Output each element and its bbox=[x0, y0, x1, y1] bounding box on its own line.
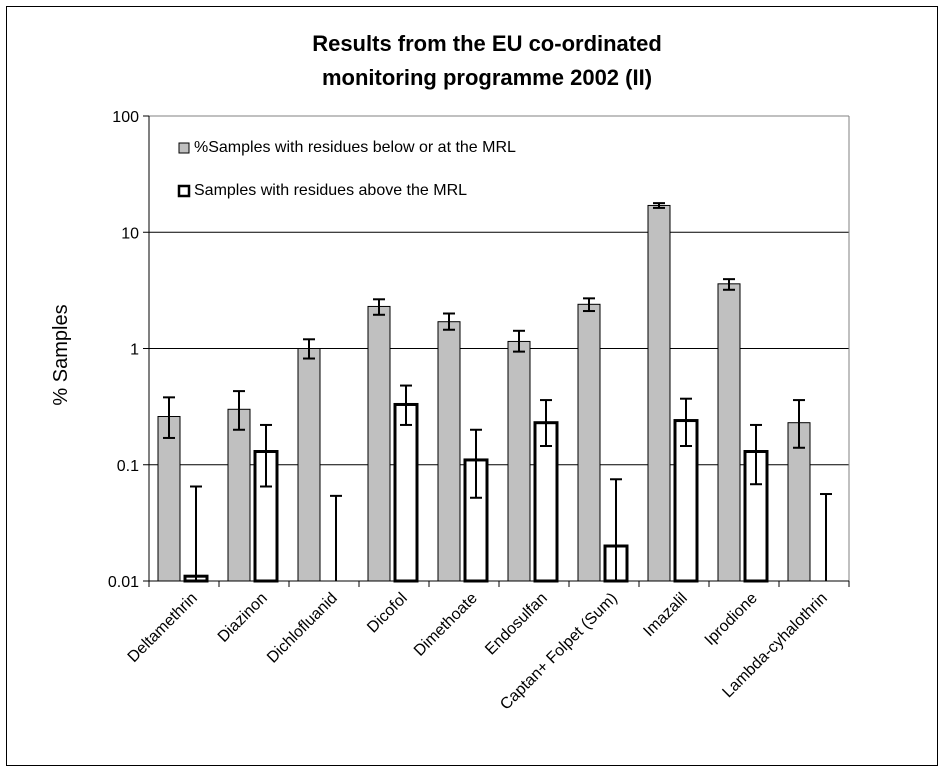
bar-below-mrl bbox=[717, 283, 741, 582]
x-category-label: Dichlofluanid bbox=[264, 590, 341, 667]
bar-below-mrl bbox=[577, 303, 601, 582]
chart-frame: Results from the EU co-ordinated monitor… bbox=[6, 6, 938, 766]
y-tick-label: 0.1 bbox=[117, 458, 139, 475]
x-category-label: Dicofol bbox=[364, 590, 411, 637]
chart-svg: Results from the EU co-ordinated monitor… bbox=[50, 31, 850, 714]
x-category-label: Captan+ Folpet (Sum) bbox=[497, 590, 621, 714]
y-tick-label: 1 bbox=[130, 342, 139, 359]
bar-below-mrl bbox=[437, 321, 461, 582]
x-category-label: Diazinon bbox=[215, 590, 271, 646]
bar-below-mrl bbox=[157, 416, 181, 582]
bar-below-mrl bbox=[297, 348, 321, 582]
x-category-label: Endosulfan bbox=[482, 590, 551, 659]
y-axis-title: % Samples bbox=[50, 304, 72, 405]
x-category-label: Deltamethrin bbox=[125, 590, 201, 666]
plot-area: 0.01 0.1 1 10 100 Deltamethrin DiazinonDichlof… bbox=[108, 109, 850, 714]
bar-below-mrl bbox=[647, 204, 671, 582]
bar-below-mrl bbox=[507, 340, 531, 582]
x-category-label: Dimethoate bbox=[411, 590, 481, 660]
chart-title-line-1: Results from the EU co-ordinated bbox=[312, 31, 662, 56]
chart-title-line-2: monitoring programme 2002 (II) bbox=[322, 65, 652, 90]
y-tick-label: 10 bbox=[121, 225, 139, 242]
x-category-label: Imazalil bbox=[640, 590, 690, 640]
legend-swatch bbox=[178, 142, 190, 154]
legend-swatch bbox=[177, 184, 191, 198]
x-category-label: Iprodione bbox=[702, 590, 761, 649]
y-tick-label: 100 bbox=[112, 109, 139, 126]
legend-label: %Samples with residues below or at the M… bbox=[194, 139, 516, 156]
y-tick-label: 0.01 bbox=[108, 574, 139, 591]
bar-below-mrl bbox=[367, 305, 391, 582]
bar-above-mrl bbox=[393, 402, 419, 583]
legend-label: Samples with residues above the MRL bbox=[194, 182, 467, 199]
bar-below-mrl bbox=[227, 408, 251, 582]
